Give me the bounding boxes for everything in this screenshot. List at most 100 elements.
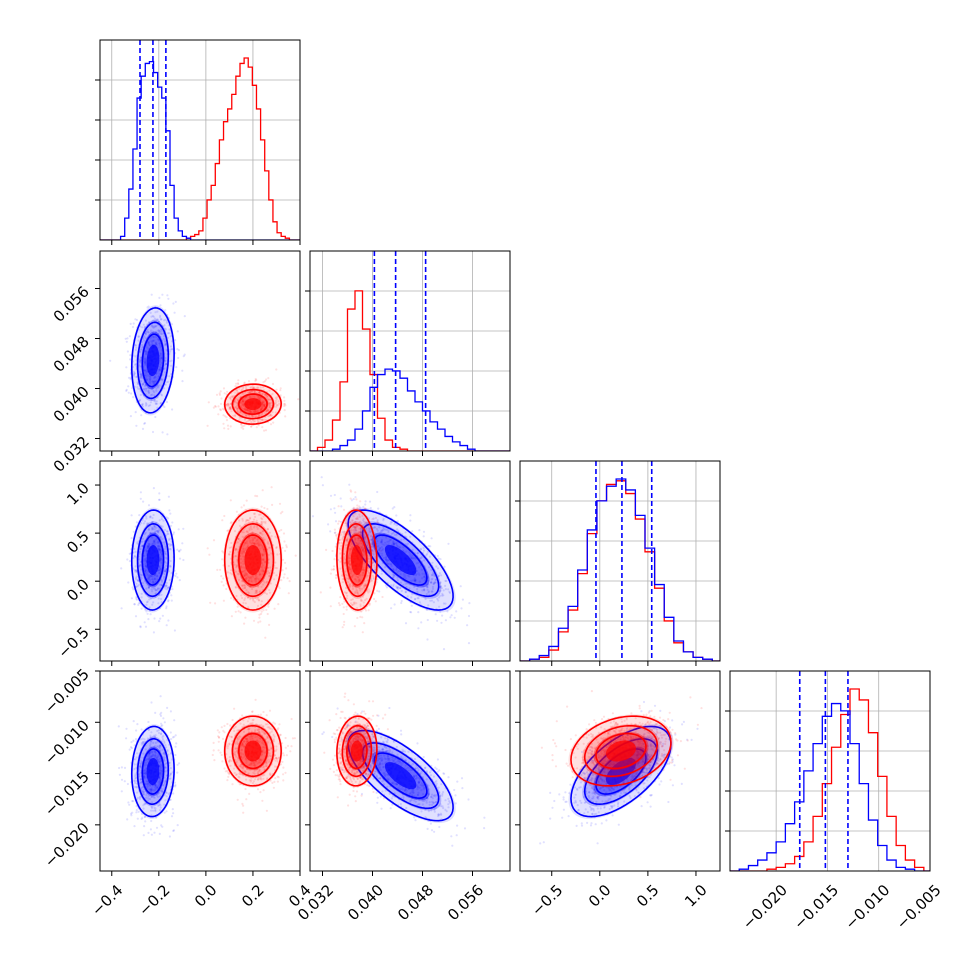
blue-sample-point bbox=[146, 346, 149, 349]
red-sample-point bbox=[222, 577, 225, 580]
red-sample-point bbox=[354, 592, 357, 595]
blue-sample-point bbox=[160, 549, 163, 553]
blue-sample-point bbox=[442, 602, 445, 605]
blue-sample-point bbox=[431, 577, 434, 580]
blue-sample-point bbox=[159, 772, 162, 775]
red-sample-point bbox=[351, 546, 354, 549]
blue-sample-point bbox=[164, 545, 167, 548]
red-sample-point bbox=[381, 595, 384, 599]
blue-sample-point bbox=[152, 326, 155, 329]
blue-sample-point bbox=[140, 568, 143, 571]
blue-sample-point bbox=[386, 540, 389, 544]
blue-sample-point bbox=[357, 542, 361, 545]
red-sample-point bbox=[249, 419, 252, 422]
red-sample-point bbox=[344, 521, 347, 525]
blue-sample-point bbox=[159, 714, 163, 718]
blue-sample-point bbox=[143, 422, 146, 425]
red-sample-point bbox=[341, 538, 344, 541]
red-sample-point bbox=[248, 396, 251, 399]
red-sample-point bbox=[227, 427, 230, 430]
red-sample-point bbox=[249, 585, 252, 588]
blue-sample-point bbox=[402, 573, 405, 576]
blue-sample-point bbox=[395, 585, 398, 588]
red-sample-point bbox=[357, 537, 360, 540]
red-sample-point bbox=[363, 622, 366, 625]
red-sample-point bbox=[263, 548, 266, 551]
blue-sample-point bbox=[364, 535, 367, 538]
red-sample-point bbox=[255, 589, 259, 592]
red-sample-point bbox=[252, 539, 255, 542]
blue-sample-point bbox=[391, 521, 394, 524]
blue-sample-point bbox=[140, 545, 144, 548]
red-sample-point bbox=[253, 543, 256, 546]
blue-sample-point bbox=[158, 368, 161, 371]
red-sample-point bbox=[373, 568, 376, 571]
blue-sample-point bbox=[134, 555, 137, 558]
red-sample-point bbox=[266, 566, 269, 569]
blue-sample-point bbox=[167, 517, 170, 520]
red-sample-point bbox=[297, 398, 300, 401]
red-sample-point bbox=[253, 420, 257, 423]
scatter-panel-1-2 bbox=[109, 293, 300, 436]
blue-sample-point bbox=[157, 530, 160, 534]
red-sample-point bbox=[235, 564, 238, 567]
red-sample-point bbox=[249, 410, 252, 413]
red-sample-point bbox=[238, 524, 242, 528]
red-sample-point bbox=[362, 549, 365, 552]
red-sample-point bbox=[260, 544, 263, 547]
red-sample-point bbox=[359, 539, 362, 542]
blue-sample-point bbox=[414, 574, 417, 577]
blue-sample-point bbox=[168, 375, 171, 378]
blue-sample-point bbox=[151, 590, 154, 593]
red-sample-point bbox=[353, 540, 357, 544]
blue-sample-point bbox=[427, 579, 430, 582]
blue-sample-point bbox=[135, 598, 138, 601]
blue-sample-point bbox=[422, 546, 425, 550]
blue-sample-point bbox=[130, 537, 133, 540]
blue-sample-point bbox=[159, 356, 162, 359]
blue-sample-point bbox=[156, 386, 159, 389]
red-sample-point bbox=[276, 395, 279, 398]
red-sample-point bbox=[256, 386, 259, 389]
red-sample-point bbox=[260, 405, 263, 408]
red-sample-point bbox=[244, 408, 247, 411]
blue-sample-point bbox=[166, 750, 169, 753]
red-sample-point bbox=[268, 398, 271, 401]
red-sample-point bbox=[350, 543, 353, 546]
red-sample-point bbox=[261, 403, 264, 406]
blue-sample-point bbox=[149, 377, 152, 380]
blue-sample-point bbox=[146, 783, 149, 786]
red-sample-point bbox=[260, 532, 263, 535]
red-sample-point bbox=[246, 530, 249, 533]
red-sample-point bbox=[247, 409, 250, 412]
blue-sample-point bbox=[164, 552, 167, 555]
red-sample-point bbox=[258, 531, 262, 534]
red-sample-point bbox=[268, 623, 271, 627]
blue-sample-point bbox=[159, 535, 162, 539]
blue-sample-point bbox=[345, 539, 348, 542]
red-sample-point bbox=[254, 377, 257, 381]
red-sample-point bbox=[236, 409, 239, 413]
blue-sample-point bbox=[152, 601, 155, 604]
red-sample-point bbox=[371, 541, 374, 544]
red-sample-point bbox=[250, 425, 253, 428]
blue-sample-point bbox=[444, 584, 447, 588]
blue-sample-point bbox=[144, 563, 147, 566]
blue-sample-point bbox=[408, 575, 411, 578]
red-sample-point bbox=[258, 573, 261, 577]
blue-sample-point bbox=[155, 318, 158, 321]
red-sample-point bbox=[244, 585, 247, 588]
blue-sample-point bbox=[163, 367, 166, 370]
blue-sample-point bbox=[167, 570, 171, 573]
blue-sample-point bbox=[127, 581, 130, 584]
blue-sample-point bbox=[439, 586, 442, 589]
blue-sample-point bbox=[155, 745, 158, 748]
blue-sample-point bbox=[144, 384, 147, 387]
red-sample-point bbox=[236, 402, 239, 405]
blue-sample-point bbox=[144, 404, 147, 407]
red-sample-point bbox=[257, 413, 261, 416]
red-sample-point bbox=[263, 429, 266, 432]
blue-sample-point bbox=[159, 769, 163, 772]
blue-sample-point bbox=[155, 342, 158, 346]
red-sample-point bbox=[278, 587, 281, 590]
